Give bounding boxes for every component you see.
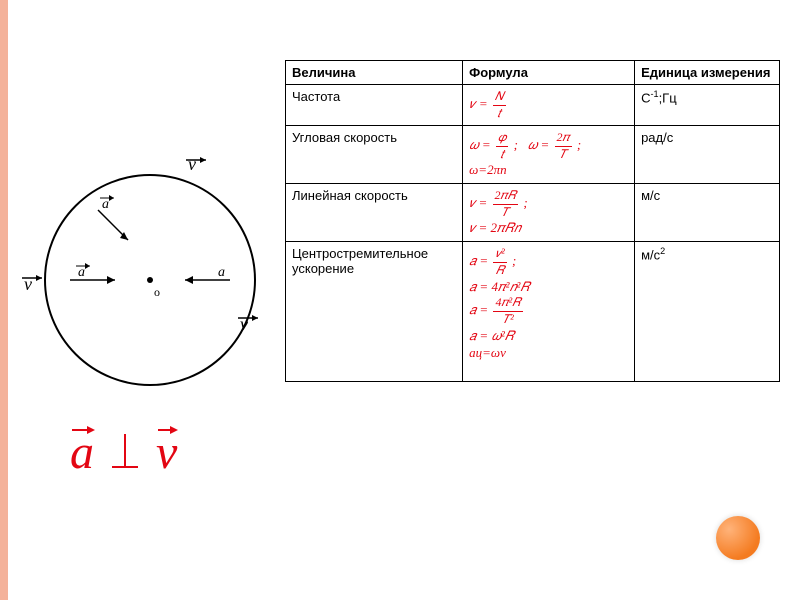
v-label-1: ν [188,154,196,174]
header-quantity: Величина [286,61,463,85]
physics-table: Величина Формула Единица измерения Часто… [285,60,780,382]
cell-formula: 𝑎 = 𝑣²𝑅 ; 𝑎 = 4𝜋²𝑛²𝑅 𝑎 = 4𝜋²𝑅𝑇² 𝑎 = 𝜔²𝑅 … [463,242,635,382]
cell-quantity: Центростремительное ускорение [286,242,463,382]
header-formula: Формула [463,61,635,85]
header-unit: Единица измерения [635,61,780,85]
v-label-3: ν [240,314,248,334]
table-row: Угловая скорость 𝜔 = 𝜑𝑡 ; 𝜔 = 2𝜋𝑇 ; ω=2π… [286,126,780,184]
v-label-2: ν [24,274,32,294]
table-row: Частота 𝜈 = 𝑁𝑡 С-1;Гц [286,85,780,126]
cell-quantity: Частота [286,85,463,126]
perpendicular-symbol [112,430,138,472]
cell-quantity: Угловая скорость [286,126,463,184]
a-label-2: a [78,265,85,280]
cell-unit: м/с2 [635,242,780,382]
cell-formula: 𝜈 = 𝑁𝑡 [463,85,635,126]
cell-unit: С-1;Гц [635,85,780,126]
table-header-row: Величина Формула Единица измерения [286,61,780,85]
perpendicular-relation: a v [70,425,177,480]
vector-v: v [156,425,177,480]
a-label-3: a [218,265,225,280]
left-accent-bar [0,0,8,600]
center-dot [147,277,153,283]
nav-button[interactable] [716,516,760,560]
a-label-1: a [102,197,109,212]
center-label: o [154,285,160,299]
cell-quantity: Линейная скорость [286,184,463,242]
cell-unit: рад/с [635,126,780,184]
table-row: Центростремительное ускорение 𝑎 = 𝑣²𝑅 ; … [286,242,780,382]
cell-formula: 𝑣 = 2𝜋𝑅𝑇 ; 𝑣 = 2𝜋𝑅𝑛 [463,184,635,242]
table-row: Линейная скорость 𝑣 = 2𝜋𝑅𝑇 ; 𝑣 = 2𝜋𝑅𝑛 м/… [286,184,780,242]
circular-motion-diagram: o a a a ν ν [20,150,280,410]
cell-unit: м/с [635,184,780,242]
vector-a: a [70,425,94,480]
cell-formula: 𝜔 = 𝜑𝑡 ; 𝜔 = 2𝜋𝑇 ; ω=2πn [463,126,635,184]
